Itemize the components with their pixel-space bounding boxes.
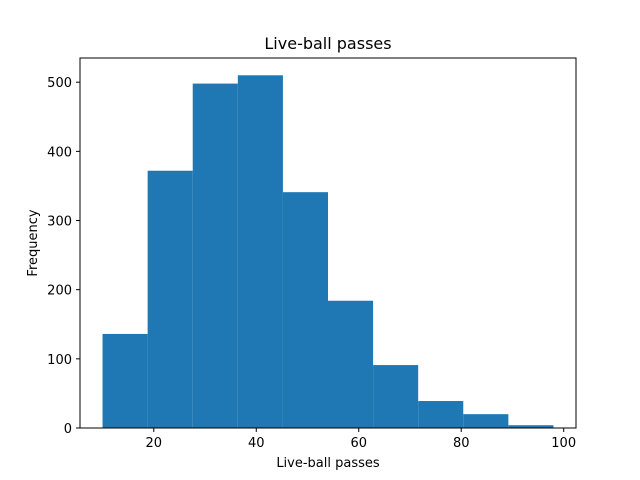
x-tick-label: 40 [248, 436, 265, 451]
x-tick-label: 80 [453, 436, 470, 451]
histogram-bar [328, 300, 374, 428]
x-tick-label: 100 [551, 436, 576, 451]
histogram-bar [508, 425, 554, 428]
y-tick-label: 0 [64, 422, 72, 437]
y-tick-label: 400 [47, 145, 72, 160]
plot-frame [79, 57, 577, 429]
histogram-bar [418, 401, 464, 428]
histogram-bar [463, 414, 509, 428]
x-tick-label: 20 [146, 436, 163, 451]
histogram-bar [237, 75, 283, 428]
bars-group [102, 75, 554, 429]
y-tick-label: 100 [47, 353, 72, 368]
x-axis-ticks: 20 40 60 80 100 [146, 428, 576, 451]
y-axis-ticks: 0 100 200 300 400 500 [47, 76, 80, 437]
x-tick-label: 60 [350, 436, 367, 451]
histogram-bar [147, 170, 193, 428]
y-tick-label: 200 [47, 284, 72, 299]
histogram-bar [282, 192, 328, 428]
histogram-bar [102, 333, 148, 428]
histogram-bar [192, 83, 238, 429]
chart-title: Live-ball passes [264, 34, 391, 53]
y-tick-label: 500 [47, 76, 72, 91]
x-axis-label: Live-ball passes [276, 456, 380, 471]
y-axis-label: Frequency [26, 209, 41, 276]
y-tick-label: 300 [47, 215, 72, 230]
histogram-bar [373, 365, 419, 428]
